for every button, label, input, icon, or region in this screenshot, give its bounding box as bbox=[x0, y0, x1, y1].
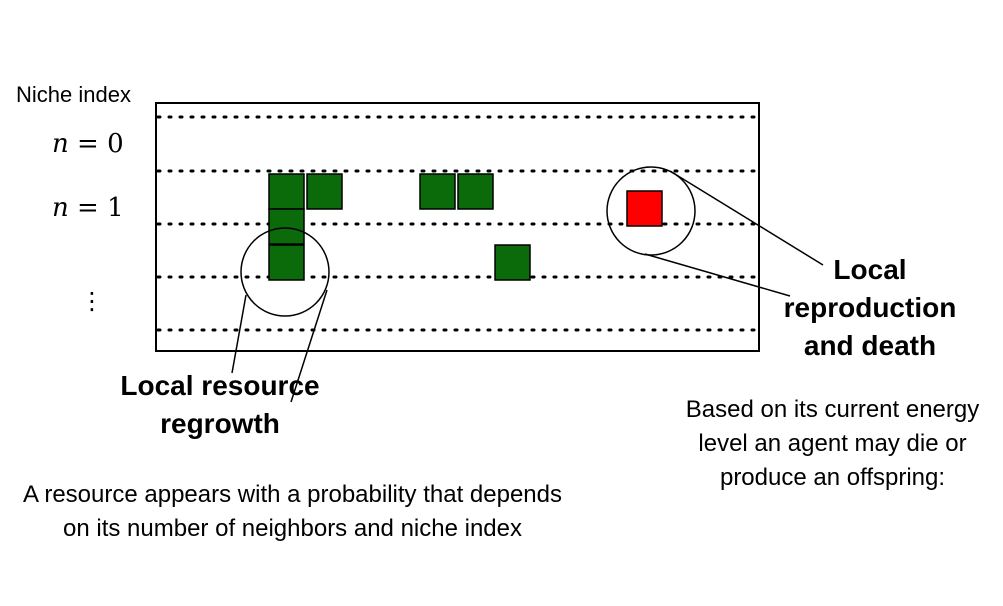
regrowth-callout-line bbox=[290, 289, 328, 403]
niche-index-title: Niche index bbox=[16, 82, 131, 107]
resource-cell bbox=[457, 173, 494, 210]
niche-dividers bbox=[156, 115, 759, 332]
reproduction-description: Based on its current energy level an age… bbox=[685, 396, 980, 491]
regrowth-highlight-circle bbox=[240, 227, 330, 317]
resource-cell bbox=[268, 244, 305, 281]
reproduction-callout-line bbox=[669, 170, 824, 266]
resource-cell bbox=[494, 244, 531, 281]
agent-cell bbox=[626, 190, 663, 227]
resource-cell bbox=[268, 173, 305, 210]
niche-variable: n bbox=[52, 193, 69, 223]
niche-grid-frame bbox=[155, 102, 760, 352]
equals-sign: = bbox=[77, 193, 99, 223]
niche-level-label-1: n = 1 bbox=[52, 193, 124, 223]
niche-value: 0 bbox=[107, 129, 124, 159]
resource-cell bbox=[419, 173, 456, 210]
reproduction-title: Local reproduction and death bbox=[783, 254, 957, 361]
regrowth-callout-line bbox=[231, 294, 247, 374]
equals-sign: = bbox=[77, 129, 99, 159]
niche-continuation-dots: ⋮ bbox=[80, 287, 104, 315]
resource-cells bbox=[268, 173, 531, 281]
resource-cell bbox=[306, 173, 343, 210]
resource-cell bbox=[268, 208, 305, 245]
regrowth-description: A resource appears with a probability th… bbox=[22, 481, 562, 542]
niche-value: 1 bbox=[107, 193, 124, 223]
niche-level-label-0: n = 0 bbox=[52, 129, 124, 159]
niche-variable: n bbox=[52, 129, 69, 159]
reproduction-callout-line bbox=[644, 253, 791, 297]
regrowth-title: Local resource regrowth bbox=[120, 370, 320, 439]
